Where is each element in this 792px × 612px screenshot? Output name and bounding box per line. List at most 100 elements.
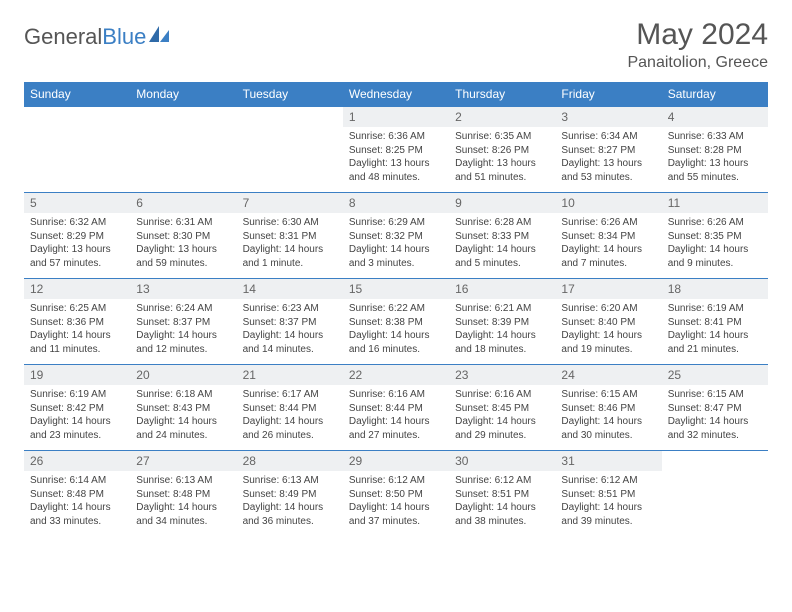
- day-content: Sunrise: 6:12 AMSunset: 8:51 PMDaylight:…: [555, 471, 661, 536]
- day-number: 4: [662, 107, 768, 127]
- day-content: [24, 113, 130, 175]
- day-content: Sunrise: 6:34 AMSunset: 8:27 PMDaylight:…: [555, 127, 661, 192]
- day-number: 13: [130, 279, 236, 299]
- daylight-text: Daylight: 14 hours and 3 minutes.: [349, 243, 443, 270]
- sunset-text: Sunset: 8:32 PM: [349, 230, 443, 244]
- day-number: 24: [555, 365, 661, 385]
- sunrise-text: Sunrise: 6:32 AM: [30, 216, 124, 230]
- daylight-text: Daylight: 14 hours and 29 minutes.: [455, 415, 549, 442]
- daylight-text: Daylight: 14 hours and 11 minutes.: [30, 329, 124, 356]
- sail-icon: [149, 24, 171, 50]
- sunset-text: Sunset: 8:45 PM: [455, 402, 549, 416]
- brand-logo: GeneralBlue: [24, 18, 171, 50]
- daylight-text: Daylight: 14 hours and 21 minutes.: [668, 329, 762, 356]
- month-title: May 2024: [627, 18, 768, 52]
- calendar-row: 19Sunrise: 6:19 AMSunset: 8:42 PMDayligh…: [24, 365, 768, 451]
- calendar-cell: 31Sunrise: 6:12 AMSunset: 8:51 PMDayligh…: [555, 451, 661, 537]
- daylight-text: Daylight: 14 hours and 38 minutes.: [455, 501, 549, 528]
- day-number: 19: [24, 365, 130, 385]
- sunset-text: Sunset: 8:30 PM: [136, 230, 230, 244]
- day-content: Sunrise: 6:32 AMSunset: 8:29 PMDaylight:…: [24, 213, 130, 278]
- sunrise-text: Sunrise: 6:18 AM: [136, 388, 230, 402]
- sunrise-text: Sunrise: 6:15 AM: [668, 388, 762, 402]
- sunset-text: Sunset: 8:48 PM: [136, 488, 230, 502]
- calendar-cell: 21Sunrise: 6:17 AMSunset: 8:44 PMDayligh…: [237, 365, 343, 451]
- daylight-text: Daylight: 14 hours and 34 minutes.: [136, 501, 230, 528]
- day-number: 1: [343, 107, 449, 127]
- sunrise-text: Sunrise: 6:12 AM: [455, 474, 549, 488]
- daylight-text: Daylight: 14 hours and 23 minutes.: [30, 415, 124, 442]
- calendar-cell: 25Sunrise: 6:15 AMSunset: 8:47 PMDayligh…: [662, 365, 768, 451]
- sunrise-text: Sunrise: 6:28 AM: [455, 216, 549, 230]
- calendar-cell: 8Sunrise: 6:29 AMSunset: 8:32 PMDaylight…: [343, 193, 449, 279]
- daylight-text: Daylight: 13 hours and 51 minutes.: [455, 157, 549, 184]
- calendar-cell: 3Sunrise: 6:34 AMSunset: 8:27 PMDaylight…: [555, 107, 661, 193]
- daylight-text: Daylight: 14 hours and 33 minutes.: [30, 501, 124, 528]
- day-number: 6: [130, 193, 236, 213]
- calendar-table: Sunday Monday Tuesday Wednesday Thursday…: [24, 82, 768, 536]
- daylight-text: Daylight: 14 hours and 9 minutes.: [668, 243, 762, 270]
- day-content: Sunrise: 6:22 AMSunset: 8:38 PMDaylight:…: [343, 299, 449, 364]
- calendar-cell: 7Sunrise: 6:30 AMSunset: 8:31 PMDaylight…: [237, 193, 343, 279]
- day-content: Sunrise: 6:15 AMSunset: 8:46 PMDaylight:…: [555, 385, 661, 450]
- day-content: Sunrise: 6:31 AMSunset: 8:30 PMDaylight:…: [130, 213, 236, 278]
- calendar-cell: 2Sunrise: 6:35 AMSunset: 8:26 PMDaylight…: [449, 107, 555, 193]
- day-number: 20: [130, 365, 236, 385]
- sunrise-text: Sunrise: 6:13 AM: [136, 474, 230, 488]
- sunrise-text: Sunrise: 6:21 AM: [455, 302, 549, 316]
- sunset-text: Sunset: 8:39 PM: [455, 316, 549, 330]
- sunset-text: Sunset: 8:27 PM: [561, 144, 655, 158]
- daylight-text: Daylight: 14 hours and 19 minutes.: [561, 329, 655, 356]
- day-content: Sunrise: 6:13 AMSunset: 8:48 PMDaylight:…: [130, 471, 236, 536]
- day-content: Sunrise: 6:33 AMSunset: 8:28 PMDaylight:…: [662, 127, 768, 192]
- day-number: 30: [449, 451, 555, 471]
- day-number: 10: [555, 193, 661, 213]
- sunrise-text: Sunrise: 6:23 AM: [243, 302, 337, 316]
- sunset-text: Sunset: 8:48 PM: [30, 488, 124, 502]
- sunset-text: Sunset: 8:40 PM: [561, 316, 655, 330]
- daylight-text: Daylight: 14 hours and 36 minutes.: [243, 501, 337, 528]
- sunrise-text: Sunrise: 6:16 AM: [455, 388, 549, 402]
- daylight-text: Daylight: 14 hours and 26 minutes.: [243, 415, 337, 442]
- sunrise-text: Sunrise: 6:26 AM: [561, 216, 655, 230]
- day-number: 12: [24, 279, 130, 299]
- daylight-text: Daylight: 13 hours and 59 minutes.: [136, 243, 230, 270]
- daylight-text: Daylight: 14 hours and 1 minute.: [243, 243, 337, 270]
- daylight-text: Daylight: 14 hours and 7 minutes.: [561, 243, 655, 270]
- calendar-cell: 24Sunrise: 6:15 AMSunset: 8:46 PMDayligh…: [555, 365, 661, 451]
- calendar-cell: 15Sunrise: 6:22 AMSunset: 8:38 PMDayligh…: [343, 279, 449, 365]
- calendar-cell: 22Sunrise: 6:16 AMSunset: 8:44 PMDayligh…: [343, 365, 449, 451]
- calendar-cell: 14Sunrise: 6:23 AMSunset: 8:37 PMDayligh…: [237, 279, 343, 365]
- sunset-text: Sunset: 8:44 PM: [243, 402, 337, 416]
- sunset-text: Sunset: 8:44 PM: [349, 402, 443, 416]
- sunrise-text: Sunrise: 6:20 AM: [561, 302, 655, 316]
- calendar-cell: 16Sunrise: 6:21 AMSunset: 8:39 PMDayligh…: [449, 279, 555, 365]
- sunrise-text: Sunrise: 6:12 AM: [561, 474, 655, 488]
- day-content: Sunrise: 6:12 AMSunset: 8:51 PMDaylight:…: [449, 471, 555, 536]
- sunset-text: Sunset: 8:28 PM: [668, 144, 762, 158]
- daylight-text: Daylight: 14 hours and 39 minutes.: [561, 501, 655, 528]
- daylight-text: Daylight: 14 hours and 24 minutes.: [136, 415, 230, 442]
- sunset-text: Sunset: 8:46 PM: [561, 402, 655, 416]
- day-content: Sunrise: 6:36 AMSunset: 8:25 PMDaylight:…: [343, 127, 449, 192]
- day-number: 3: [555, 107, 661, 127]
- day-content: [662, 457, 768, 519]
- calendar-cell: 11Sunrise: 6:26 AMSunset: 8:35 PMDayligh…: [662, 193, 768, 279]
- day-number: 29: [343, 451, 449, 471]
- sunset-text: Sunset: 8:37 PM: [243, 316, 337, 330]
- sunset-text: Sunset: 8:35 PM: [668, 230, 762, 244]
- day-number: 18: [662, 279, 768, 299]
- calendar-cell: 4Sunrise: 6:33 AMSunset: 8:28 PMDaylight…: [662, 107, 768, 193]
- sunrise-text: Sunrise: 6:33 AM: [668, 130, 762, 144]
- calendar-cell: 10Sunrise: 6:26 AMSunset: 8:34 PMDayligh…: [555, 193, 661, 279]
- day-header-row: Sunday Monday Tuesday Wednesday Thursday…: [24, 82, 768, 107]
- day-content: [130, 113, 236, 175]
- daylight-text: Daylight: 14 hours and 37 minutes.: [349, 501, 443, 528]
- sunset-text: Sunset: 8:33 PM: [455, 230, 549, 244]
- day-number: 7: [237, 193, 343, 213]
- calendar-cell: 29Sunrise: 6:12 AMSunset: 8:50 PMDayligh…: [343, 451, 449, 537]
- dayhead-thu: Thursday: [449, 82, 555, 107]
- daylight-text: Daylight: 13 hours and 57 minutes.: [30, 243, 124, 270]
- calendar-cell: 18Sunrise: 6:19 AMSunset: 8:41 PMDayligh…: [662, 279, 768, 365]
- sunrise-text: Sunrise: 6:15 AM: [561, 388, 655, 402]
